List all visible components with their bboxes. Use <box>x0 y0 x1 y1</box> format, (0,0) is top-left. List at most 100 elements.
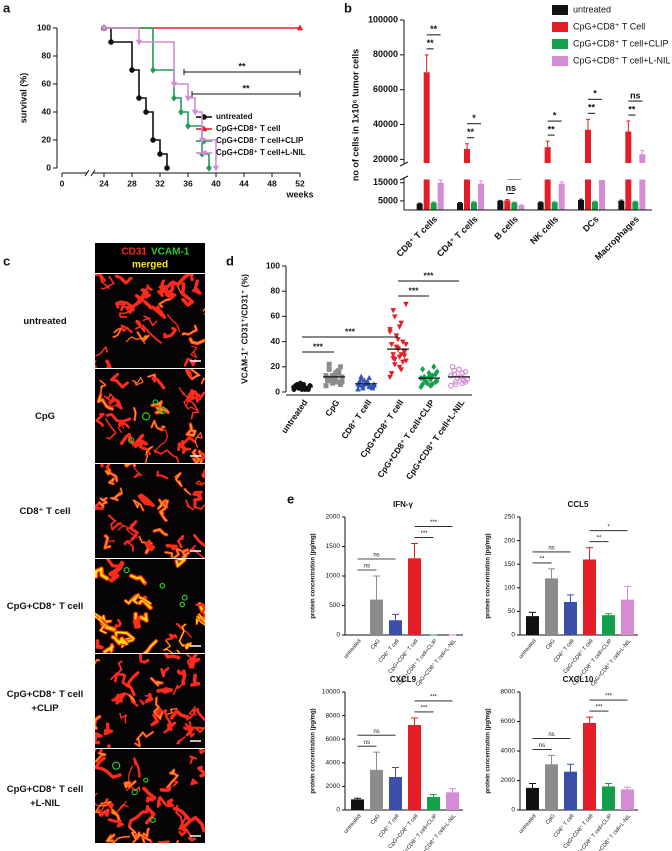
vessel <box>127 804 150 828</box>
error-bar <box>605 782 612 787</box>
error-bar <box>417 202 422 204</box>
vessel <box>198 749 205 754</box>
vessel-overlap <box>130 574 146 584</box>
significance-label: *** <box>420 531 428 537</box>
vessel-overlap <box>153 697 163 720</box>
data-point <box>395 337 401 343</box>
data-point <box>358 373 365 379</box>
significance-label: *** <box>605 694 613 700</box>
significance-label: ns <box>548 545 554 551</box>
vessel <box>185 706 197 721</box>
significance-label: ns <box>364 740 370 746</box>
micrograph-content <box>95 464 205 558</box>
vessel-overlap <box>133 407 137 421</box>
vessel <box>163 711 172 734</box>
vessel <box>109 372 129 389</box>
vessel <box>95 731 103 745</box>
vessel-overlap <box>105 466 118 482</box>
bar <box>564 771 577 810</box>
bar <box>389 620 402 635</box>
vessel <box>183 357 197 367</box>
vessel <box>95 756 122 779</box>
error-bar <box>479 180 483 184</box>
legend-label: CpG+CD8⁺ T cell+CLIP <box>573 38 668 48</box>
vessel <box>178 822 188 837</box>
error-bar <box>465 143 469 149</box>
vessel-overlap <box>136 831 151 842</box>
bar <box>545 578 558 635</box>
legend-swatch <box>552 22 568 32</box>
vessel <box>154 426 169 452</box>
vessel <box>156 687 173 694</box>
error-bar <box>567 594 574 602</box>
y-tick-label: 20 <box>42 134 52 144</box>
y-tick-label: 5000 <box>378 195 398 205</box>
vessel <box>149 840 170 843</box>
bar <box>551 202 558 210</box>
curve-marker <box>170 81 178 88</box>
panel-label: c <box>3 253 10 268</box>
bar <box>408 725 421 810</box>
vessel <box>95 360 97 368</box>
vessel <box>195 603 205 619</box>
y-tick-label: 150 <box>504 561 515 568</box>
legend-label: CpG+CD8⁺ T cell+CLIP <box>216 136 304 145</box>
vessel <box>100 276 115 288</box>
error-bar <box>411 717 418 726</box>
significance-label: ** <box>242 83 250 93</box>
y-tick-label: 0 <box>511 807 515 814</box>
bar <box>423 72 430 211</box>
vessel <box>190 673 201 687</box>
significance-label: ** <box>628 104 636 114</box>
x-tick-label: 32 <box>155 178 165 188</box>
y-tick-label: 2000 <box>326 783 341 790</box>
vessel-overlap <box>95 613 107 634</box>
y-tick-label: 40 <box>42 106 52 116</box>
vessel <box>125 786 141 792</box>
error-bar <box>424 54 429 73</box>
vessel <box>114 619 122 629</box>
error-bar <box>559 181 564 184</box>
vessel <box>117 524 138 538</box>
vessel-overlap <box>97 394 114 410</box>
bar <box>602 615 615 635</box>
bar <box>621 789 634 810</box>
curve-marker <box>143 109 149 115</box>
vessel <box>107 818 124 828</box>
vessel-overlap <box>111 809 121 823</box>
y-tick-label: 6000 <box>501 718 516 725</box>
vessel <box>126 671 140 697</box>
significance-label: * <box>607 524 610 530</box>
vessel-overlap <box>175 559 187 568</box>
data-point <box>401 353 408 359</box>
data-point <box>448 372 454 379</box>
vessel <box>107 514 119 531</box>
significance-label: * <box>593 89 597 99</box>
y-tick-label: 60 <box>42 78 52 88</box>
data-point <box>462 368 469 375</box>
vessel <box>202 307 205 315</box>
legend-marker <box>200 150 208 157</box>
x-axis-title: weeks <box>285 189 313 199</box>
panel-label: a <box>3 0 11 15</box>
channel-label: CD31 <box>121 247 147 258</box>
significance-label: ns <box>364 564 370 570</box>
significance-label: ** <box>540 556 545 562</box>
vessel <box>133 467 143 479</box>
axis-break <box>399 161 409 167</box>
vessel <box>106 539 115 543</box>
data-point <box>391 362 398 368</box>
y-tick-label: 80 <box>42 50 52 60</box>
legend-label: CpG+CD8⁺ T cell+L-NIL <box>573 55 670 65</box>
vessel-overlap <box>198 613 205 624</box>
vessel-overlap <box>126 336 146 344</box>
vessel <box>189 274 195 282</box>
curve-marker <box>212 165 220 172</box>
y-tick-label: 4000 <box>501 748 516 755</box>
significance-label: ** <box>238 61 246 71</box>
vessel-overlap <box>95 659 100 664</box>
y-tick-label: 100000 <box>368 14 398 24</box>
vessel-overlap <box>105 834 115 842</box>
data-point <box>323 373 329 379</box>
